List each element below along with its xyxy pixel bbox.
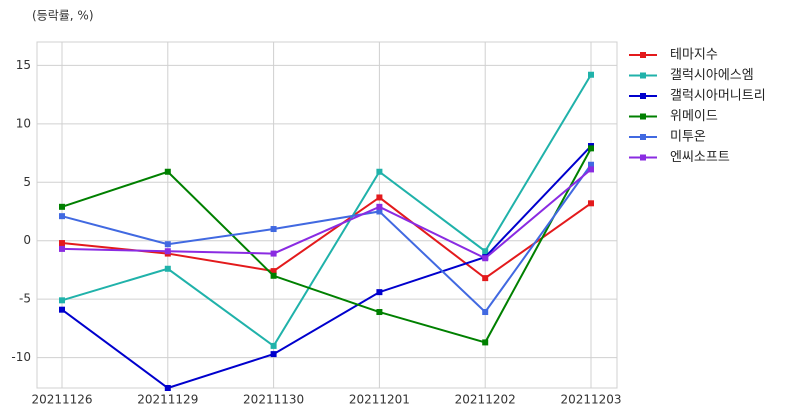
point-marker xyxy=(588,145,594,152)
legend-marker xyxy=(640,93,646,99)
point-marker xyxy=(59,297,65,304)
point-marker xyxy=(59,306,65,313)
y-tick-label: 10 xyxy=(16,116,31,130)
series-line xyxy=(61,168,592,260)
annotation: (등락률, %) xyxy=(32,9,94,23)
legend-label: 미투온 xyxy=(670,130,706,145)
point-marker xyxy=(270,268,277,275)
series-line xyxy=(61,145,592,390)
point-marker xyxy=(482,255,489,262)
legend-label: 갤럭시아머니트리 xyxy=(670,89,766,104)
y-tick-label: 0 xyxy=(23,233,31,247)
point-marker xyxy=(270,226,277,233)
point-marker xyxy=(376,203,383,210)
legend-label: 엔씨소프트 xyxy=(670,150,730,165)
point-marker xyxy=(270,342,277,349)
legend-label: 테마지수 xyxy=(670,48,718,63)
legend-marker xyxy=(640,134,646,140)
point-marker xyxy=(164,265,171,272)
legend-marker xyxy=(640,52,646,58)
point-marker xyxy=(270,250,277,257)
point-marker xyxy=(59,203,65,210)
series-line xyxy=(61,74,592,348)
point-marker xyxy=(482,248,489,255)
legend-label: 위메이드 xyxy=(670,109,718,124)
series-line xyxy=(61,164,592,314)
y-tick-label: -10 xyxy=(11,350,31,364)
point-marker xyxy=(164,168,171,175)
legend-marker xyxy=(640,113,646,120)
point-marker xyxy=(59,240,65,247)
point-marker xyxy=(376,309,383,316)
point-marker xyxy=(376,194,383,201)
legend-label: 갤럭시아에스엠 xyxy=(670,68,754,83)
point-marker xyxy=(588,71,594,78)
point-marker xyxy=(164,248,171,255)
point-marker xyxy=(376,289,383,296)
point-marker xyxy=(270,351,277,358)
point-marker xyxy=(482,275,489,282)
point-marker xyxy=(482,339,489,346)
x-tick-label: 20211129 xyxy=(137,393,198,407)
point-marker xyxy=(376,208,383,215)
legend-marker xyxy=(640,72,646,79)
plot-frame xyxy=(36,41,618,389)
y-tick-label: -5 xyxy=(19,292,31,306)
series-line xyxy=(61,147,592,344)
point-marker xyxy=(164,241,171,248)
y-tick-label: 5 xyxy=(23,175,31,189)
point-marker xyxy=(376,168,383,175)
x-tick-label: 20211202 xyxy=(455,393,516,407)
point-marker xyxy=(59,245,65,252)
x-tick-label: 20211201 xyxy=(349,393,410,407)
x-tick-label: 20211130 xyxy=(243,393,304,407)
point-marker xyxy=(588,200,594,207)
x-tick-label: 20211203 xyxy=(560,393,621,407)
point-marker xyxy=(588,161,594,168)
point-marker xyxy=(482,309,489,316)
y-tick-label: 15 xyxy=(16,58,31,72)
point-marker xyxy=(588,166,594,173)
point-marker xyxy=(59,213,65,220)
x-tick-label: 20211126 xyxy=(31,393,92,407)
point-marker xyxy=(270,272,277,279)
point-marker xyxy=(164,385,171,391)
legend-marker xyxy=(640,154,646,161)
